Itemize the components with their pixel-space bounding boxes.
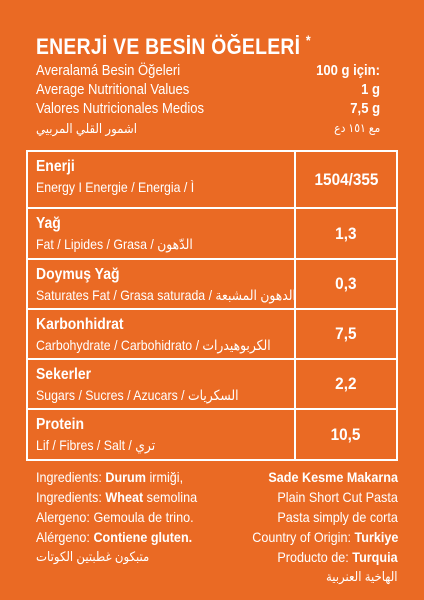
nutrient-cell: Enerji Energy I Energie / Energia / Ì <box>28 152 296 207</box>
nutrient-name: Enerji <box>36 158 75 175</box>
info-row-arabic: اشمور القلي المربيي مع ١٥١ دع <box>36 119 388 138</box>
info-row-averalama: Averalamá Besin Öğeleri 100 g için: <box>36 62 388 81</box>
nutrient-value: 7,5 <box>335 324 357 343</box>
origin-country: Turquia <box>352 549 398 565</box>
ingredients-bold: Wheat <box>105 489 144 505</box>
allergen-text: Alergeno: Gemoula de trino. <box>36 509 194 525</box>
nutrient-name: Yağ <box>36 215 61 232</box>
table-row-fat: Yağ Fat / Lipides / Grasa / الدّهون 1,3 <box>28 209 396 260</box>
allergen-line-es: Alérgeno: Contiene gluten. <box>36 527 192 547</box>
origin-line-en: Country of Origin: Turkiye <box>252 527 398 547</box>
info-label: Averalamá Besin Öğeleri <box>36 63 181 79</box>
nutrient-value: 2,2 <box>335 374 357 393</box>
origin-line-es: Producto de: Turquia <box>278 547 398 567</box>
origin-label: Country of Origin: <box>251 529 355 545</box>
allergen-arabic: متبكون غطبتين <box>76 549 150 564</box>
info-label: Average Nutritional Values <box>36 82 190 98</box>
allergen-arabic-label: الكوتات <box>36 549 77 564</box>
info-value: 1 g <box>361 82 380 98</box>
nutrient-value: 1,3 <box>335 223 357 243</box>
nutrient-value: 1504/355 <box>314 169 378 189</box>
nutrient-translations: Sugars / Sucres / Azucars / السكريات <box>36 387 239 403</box>
nutrient-translations: Lif / Fibres / Salt / تري <box>36 437 156 453</box>
nutrient-cell: Karbonhidrat Carbohydrate / Carbohidrato… <box>28 310 296 358</box>
nutrient-cell: Yağ Fat / Lipides / Grasa / الدّهون <box>28 209 296 258</box>
product-name-en: Plain Short Cut Pasta <box>278 487 398 507</box>
nutrient-cell: Doymuş Yağ Saturates Fat / Grasa saturad… <box>28 260 296 308</box>
info-row-average: Average Nutritional Values 1 g <box>36 81 388 100</box>
allergen-label: Alérgeno: <box>36 529 94 545</box>
info-label: اشمور القلي المربيي <box>36 121 137 136</box>
info-label: Valores Nutricionales Medios <box>36 101 205 117</box>
info-value: 7,5 g <box>350 101 380 117</box>
nutrient-name: Doymuş Yağ <box>36 266 120 283</box>
nutrition-table: Enerji Energy I Energie / Energia / Ì 15… <box>26 150 398 461</box>
ingredients-label: Ingredients: <box>36 489 106 505</box>
nutrient-value-cell: 7,5 <box>296 310 396 358</box>
ingredients-rest: irmiği, <box>145 469 184 485</box>
nutrient-cell: Sekerler Sugars / Sucres / Azucars / الس… <box>28 360 296 408</box>
info-value: 100 g için: <box>316 63 380 79</box>
nutrient-translations: Fat / Lipides / Grasa / الدّهون <box>36 236 193 252</box>
nutrient-value: 0,3 <box>335 274 357 293</box>
product-name: Plain Short Cut Pasta <box>277 489 398 505</box>
origin-line-ar: الهاخية العنربية <box>326 567 398 587</box>
table-row-energy: Enerji Energy I Energie / Energia / Ì 15… <box>28 152 396 209</box>
origin-arabic: الهاخية العنربية <box>326 569 398 584</box>
allergen-bold: Contiene gluten. <box>93 529 193 545</box>
nutrient-name: Sekerler <box>36 366 92 383</box>
table-row-protein: Protein Lif / Fibres / Salt / تري 10,5 <box>28 410 396 459</box>
info-value: مع ١٥١ دع <box>333 121 380 135</box>
ingredients-line-tr: Ingredients: Durum irmiği, <box>36 467 183 487</box>
nutrient-cell: Protein Lif / Fibres / Salt / تري <box>28 410 296 459</box>
nutrient-value-cell: 1504/355 <box>296 152 396 207</box>
table-row-sugars: Sekerler Sugars / Sucres / Azucars / الس… <box>28 360 396 410</box>
table-row-saturates: Doymuş Yağ Saturates Fat / Grasa saturad… <box>28 260 396 310</box>
product-name: Pasta simply de corta <box>277 509 398 525</box>
product-name: Sade Kesme Makarna <box>268 469 398 485</box>
product-name-pt: Pasta simply de corta <box>278 507 398 527</box>
title-asterisk: * <box>305 32 311 48</box>
ingredients-rest: semolina <box>143 489 198 505</box>
nutrient-name: Karbonhidrat <box>36 316 124 333</box>
page-title: ENERJİ VE BESİN ÖĞELERİ * <box>36 32 311 60</box>
nutrient-translations: Saturates Fat / Grasa saturada / الدهون … <box>36 287 296 303</box>
nutrient-value-cell: 2,2 <box>296 360 396 408</box>
origin-country: Turkiye <box>354 529 398 545</box>
allergen-line-pt: Alergeno: Gemoula de trino. <box>36 507 194 527</box>
ingredients-line-en: Ingredients: Wheat semolina <box>36 487 197 507</box>
nutrient-name: Protein <box>36 416 85 433</box>
nutrient-value-cell: 0,3 <box>296 260 396 308</box>
info-row-valores: Valores Nutricionales Medios 7,5 g <box>36 100 388 119</box>
nutrient-translations: Carbohydrate / Carbohidrato / الكربوهيدر… <box>36 337 271 353</box>
allergen-line-ar: متبكون غطبتين الكوتات <box>36 547 149 567</box>
nutrient-value: 10,5 <box>331 424 361 444</box>
nutrient-value-cell: 10,5 <box>296 410 396 459</box>
nutrient-value-cell: 1,3 <box>296 209 396 258</box>
nutrient-translations: Energy I Energie / Energia / Ì <box>36 179 195 195</box>
ingredients-label: Ingredients: <box>36 469 106 485</box>
product-name-tr: Sade Kesme Makarna <box>268 467 398 487</box>
table-row-carbohydrate: Karbonhidrat Carbohydrate / Carbohidrato… <box>28 310 396 360</box>
origin-label: Producto de: <box>277 549 353 565</box>
ingredients-bold: Durum <box>105 469 146 485</box>
title-text: ENERJİ VE BESİN ÖĞELERİ <box>36 34 301 59</box>
